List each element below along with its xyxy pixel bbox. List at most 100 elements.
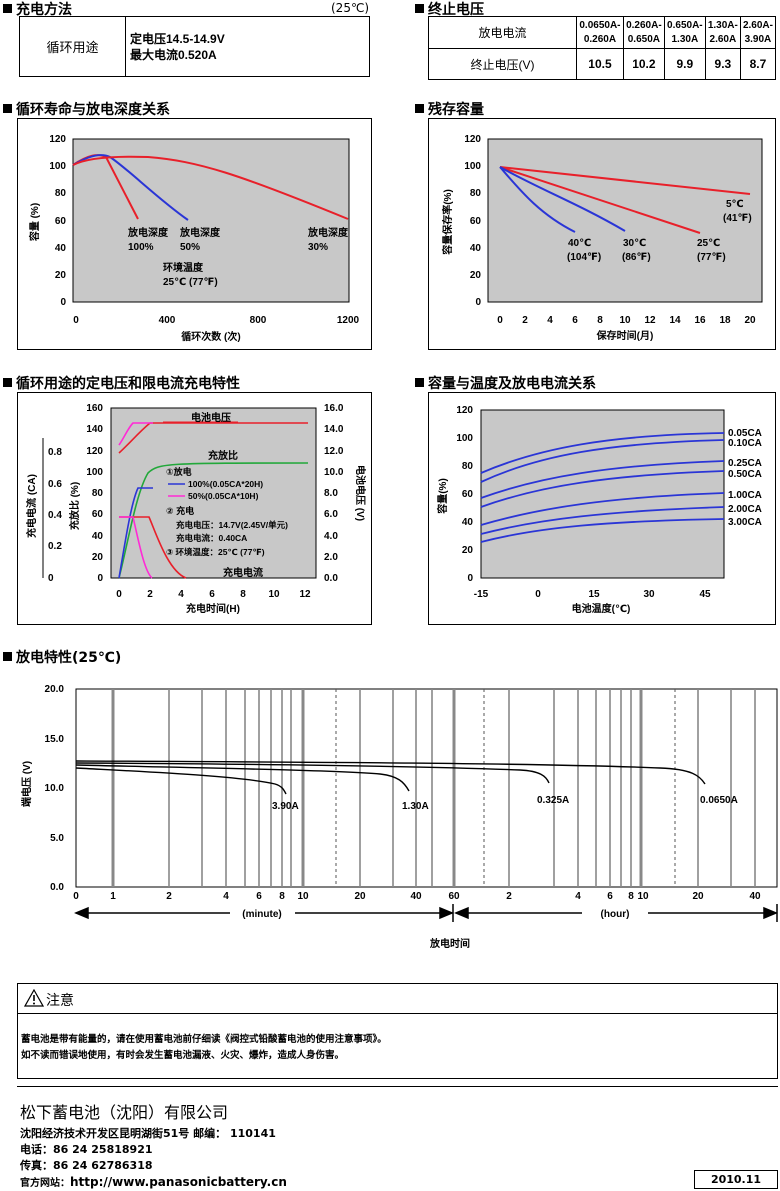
retention-ytick: 80 <box>470 188 482 199</box>
endv-range-3: 0.650A- 1.30A <box>663 16 706 49</box>
endv-value-4: 9.3 <box>704 48 741 80</box>
discharge-xtick: 2 <box>166 891 172 902</box>
temp-curve-300 <box>480 518 725 543</box>
discharge-xlabel: 放电时间 <box>429 937 470 950</box>
temp-ytick: 100 <box>456 433 473 444</box>
temp-ylabel: 容量(%) <box>436 478 449 515</box>
discharge-xtick: 4 <box>223 891 229 902</box>
discharge-hour-label: (hour) <box>601 909 630 920</box>
discharge-xtick: 4 <box>575 891 581 902</box>
cycle-curve-50 <box>72 154 189 221</box>
temp-xlabel: 电池温度(℃) <box>572 602 631 615</box>
charge-spec: 定电压14.5-14.9V 最大电流0.520A <box>125 16 370 77</box>
notice-line2: 如不读而错误地使用，有时会发生蓄电池漏液、火灾、爆炸，造成人身伤害。 <box>21 1050 345 1061</box>
legend-chg1: 充电电压：14.7V(2.45V/单元) <box>176 520 288 530</box>
discharge-xtick: 40 <box>749 891 761 902</box>
discharge-ylabel: 端电压 (V) <box>20 761 33 807</box>
chargechar-section-title: 循环用途的定电压和限电流充电特性 <box>3 373 240 393</box>
temp-curve-025 <box>480 460 725 499</box>
chargechar-xtick: 0 <box>116 589 122 600</box>
chargechar-xtick: 12 <box>299 589 311 600</box>
charge-row-label: 循环用途 <box>19 16 126 77</box>
company-name: 松下蓄电池（沈阳）有限公司 <box>20 1103 229 1122</box>
discharge-xtick: 2 <box>506 891 512 902</box>
chargechar-xlabel: 充电时间(H) <box>186 602 240 615</box>
retention-label-25c-b: (77℉) <box>697 252 726 263</box>
pct-tick: 80 <box>92 488 104 499</box>
retention-label-40c-b: (104℉) <box>567 252 601 263</box>
temp-ytick: 20 <box>462 545 474 556</box>
discharge-xtick: 0 <box>73 891 79 902</box>
cycle-xtick: 400 <box>159 315 176 326</box>
chargechar-ratio-curve-blue <box>118 487 153 579</box>
pct-tick: 0 <box>97 573 103 584</box>
retention-xlabel: 保存时间(月) <box>596 329 654 342</box>
pct-tick: 160 <box>86 403 103 414</box>
temp-series-label: 2.00CA <box>728 504 762 515</box>
notice-title: 注意 <box>46 993 74 1009</box>
charge-temp: (25℃) <box>331 1 370 15</box>
discharge-gridlines <box>111 689 756 887</box>
temp-curve-050 <box>480 470 725 508</box>
chargechar-ratio-label: 充放比 <box>208 449 238 462</box>
retention-chart: 0 20 40 60 80 100 120 0 2 4 6 8 10 12 14… <box>441 134 763 342</box>
retention-ytick: 100 <box>464 161 481 172</box>
cycle-ytick: 0 <box>60 297 66 308</box>
cycle-ylabel: 容量 (%) <box>28 203 41 242</box>
cycle-xtick: 1200 <box>337 315 360 326</box>
chargechar-current-label: 充电电流 <box>223 566 263 579</box>
chargechar-xtick: 2 <box>147 589 153 600</box>
retention-xtick: 6 <box>572 315 578 326</box>
retention-xtick: 16 <box>694 315 706 326</box>
endv-table: 放电电流 0.0650A- 0.260A 0.260A- 0.650A 0.650A… <box>428 16 777 80</box>
endv-row2-label: 终止电压(V) <box>428 48 577 80</box>
footer-divider <box>17 1086 778 1087</box>
charge-table: 循环用途 定电压14.5-14.9V 最大电流0.520A <box>19 16 370 77</box>
temp-series-label: 0.50CA <box>728 469 762 480</box>
endv-value-2: 10.2 <box>622 48 665 80</box>
cycle-ytick: 120 <box>49 134 66 145</box>
legend-chg: ② 充电 <box>166 505 194 516</box>
discharge-xtick: 6 <box>256 891 262 902</box>
ca-tick: 0.4 <box>48 510 62 521</box>
cycle-plot-area <box>72 138 350 303</box>
cycle-xtick: 800 <box>250 315 267 326</box>
temp-chart-frame: 0 20 40 60 80 100 120 -15 0 15 30 45 电池温… <box>428 392 776 625</box>
charge-voltage: 定电压14.5-14.9V <box>130 31 225 46</box>
endv-value-3: 9.9 <box>663 48 706 80</box>
temp-series-label: 1.00CA <box>728 490 762 501</box>
cycle-label-100-a: 放电深度 <box>127 226 169 239</box>
discharge-xtick: 8 <box>628 891 634 902</box>
v-tick: 10.0 <box>324 467 344 478</box>
company-website: 官方网站：http://www.panasonicbattery.cn <box>20 1175 287 1189</box>
legend-env: ③ 环境温度：25℃ (77℉) <box>166 547 265 557</box>
temp-series-label: 0.10CA <box>728 438 762 449</box>
endv-section-title: 终止电压 <box>415 0 484 19</box>
retention-xtick: 0 <box>497 315 503 326</box>
retention-label-30c-a: 30℃ <box>623 238 646 249</box>
retention-xtick: 10 <box>619 315 631 326</box>
retention-curve-5c <box>499 166 751 195</box>
chargechar-xtick: 6 <box>209 589 215 600</box>
chargechar-xtick: 10 <box>268 589 280 600</box>
discharge-curve-130 <box>75 764 410 792</box>
endv-range-4: 1.30A- 2.60A <box>704 16 741 49</box>
retention-section-title: 残存容量 <box>415 99 484 119</box>
retention-xtick: 4 <box>547 315 553 326</box>
cycle-label-30-b: 30% <box>308 242 328 253</box>
website-link[interactable]: http://www.panasonicbattery.cn <box>70 1175 287 1189</box>
v-tick: 12.0 <box>324 446 344 457</box>
retention-ytick: 120 <box>464 134 481 145</box>
endv-value-1: 10.5 <box>576 48 624 80</box>
chargechar-xtick: 4 <box>178 589 184 600</box>
ca-tick: 0.2 <box>48 541 62 552</box>
notice-header: 注意 <box>18 984 777 1014</box>
retention-xtick: 8 <box>597 315 603 326</box>
temp-curve-100 <box>480 492 725 526</box>
pct-tick: 120 <box>86 446 103 457</box>
discharge-xtick: 20 <box>692 891 704 902</box>
v-tick: 16.0 <box>324 403 344 414</box>
temp-series-label: 3.00CA <box>728 517 762 528</box>
temp-ytick: 60 <box>462 489 474 500</box>
temp-xtick: 45 <box>699 589 711 600</box>
